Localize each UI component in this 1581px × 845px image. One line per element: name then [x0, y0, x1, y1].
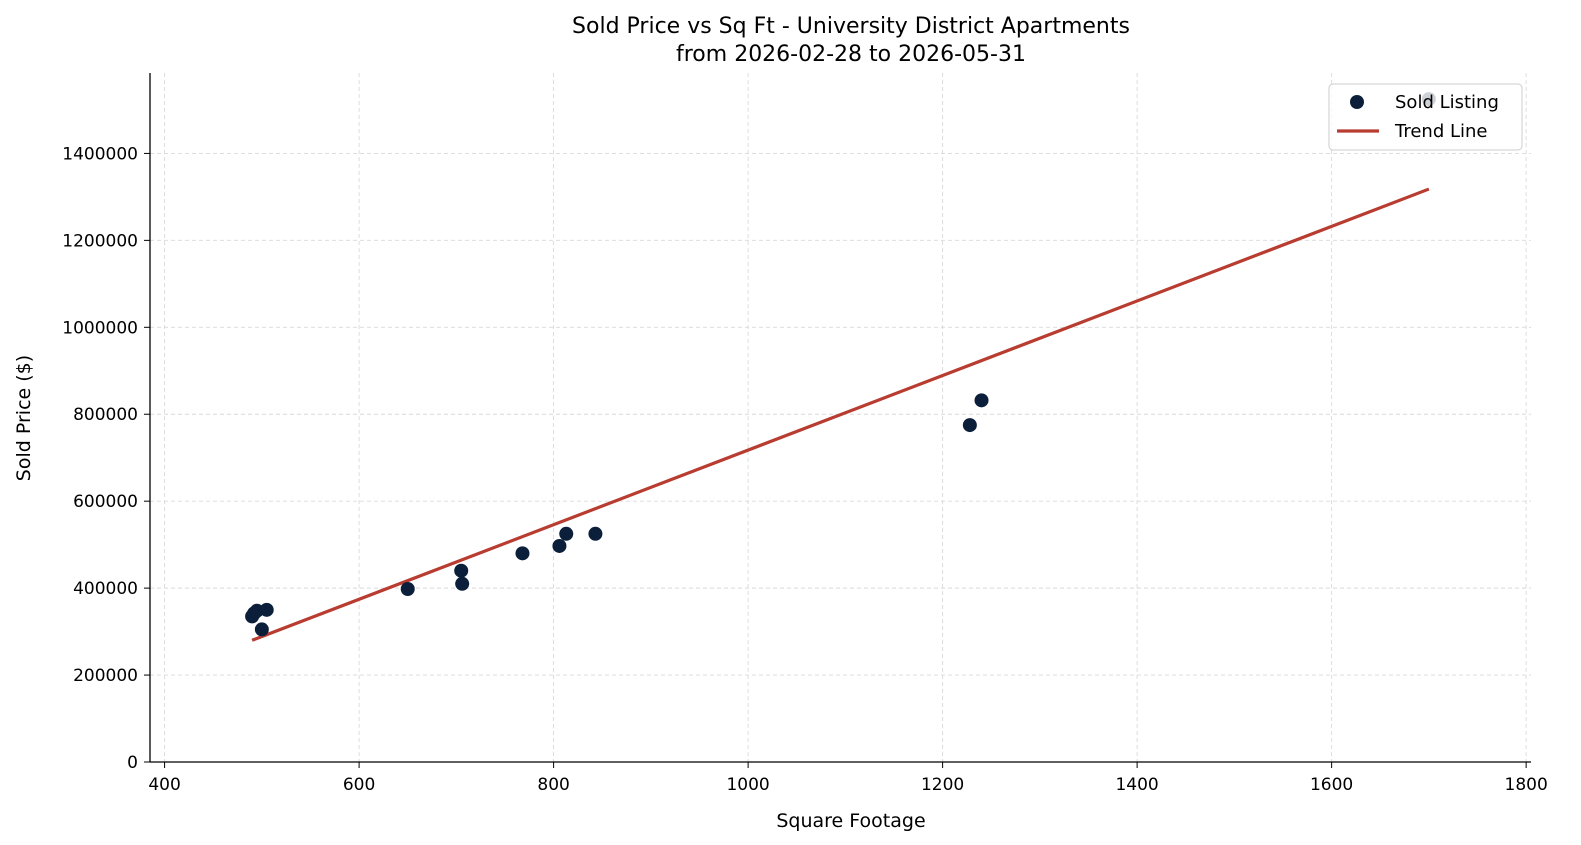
sold-listing-point — [962, 418, 977, 433]
y-tick-label: 1200000 — [62, 231, 138, 251]
sold-listing-point — [559, 526, 574, 541]
trend-line — [251, 187, 1430, 642]
x-tick-label: 1400 — [1115, 775, 1158, 795]
x-tick-label: 1600 — [1310, 775, 1353, 795]
legend-label-sold-listing: Sold Listing — [1395, 92, 1499, 113]
y-tick-label: 400000 — [73, 579, 138, 599]
x-axis-label: Square Footage — [776, 810, 925, 832]
legend-label-trend-line: Trend Line — [1394, 121, 1488, 142]
sold-listing-point — [552, 538, 567, 553]
sold-listing-point — [400, 581, 415, 596]
y-tick-label: 1400000 — [62, 144, 138, 164]
y-axis-label: Sold Price ($) — [13, 355, 35, 481]
sold-listing-point — [454, 563, 469, 578]
x-tick-label: 800 — [537, 775, 569, 795]
axes — [149, 73, 1531, 763]
x-tick-label: 1800 — [1505, 775, 1548, 795]
sold-listing-point — [254, 622, 269, 637]
y-tick-label: 800000 — [73, 405, 138, 425]
series — [245, 92, 1436, 642]
ticks: 400 600 800 1000 1200 1400 1600 1800 0 200000 4000… — [62, 144, 1547, 795]
y-tick-label: 0 — [127, 753, 138, 773]
legend-box — [1328, 83, 1523, 151]
legend-marker-sold-listing — [1350, 95, 1364, 109]
sold-listing-point — [259, 602, 274, 617]
x-tick-label: 1200 — [921, 775, 964, 795]
y-tick-label: 200000 — [73, 666, 138, 686]
sold-listing-point — [974, 393, 989, 408]
sold-listing-point — [588, 526, 603, 541]
x-tick-label: 400 — [148, 775, 180, 795]
x-tick-label: 600 — [343, 775, 375, 795]
y-tick-label: 1000000 — [62, 318, 138, 338]
x-tick-label: 1000 — [726, 775, 769, 795]
sold-listing-point — [515, 546, 530, 561]
sold-listing-point — [455, 576, 470, 591]
grid-lines — [150, 73, 1531, 763]
legend: Sold Listing Trend Line — [1328, 83, 1523, 151]
y-tick-label: 600000 — [73, 492, 138, 512]
chart-title: Sold Price vs Sq Ft - University Distric… — [572, 14, 1130, 39]
chart-subtitle: from 2026-02-28 to 2026-05-31 — [676, 42, 1026, 67]
